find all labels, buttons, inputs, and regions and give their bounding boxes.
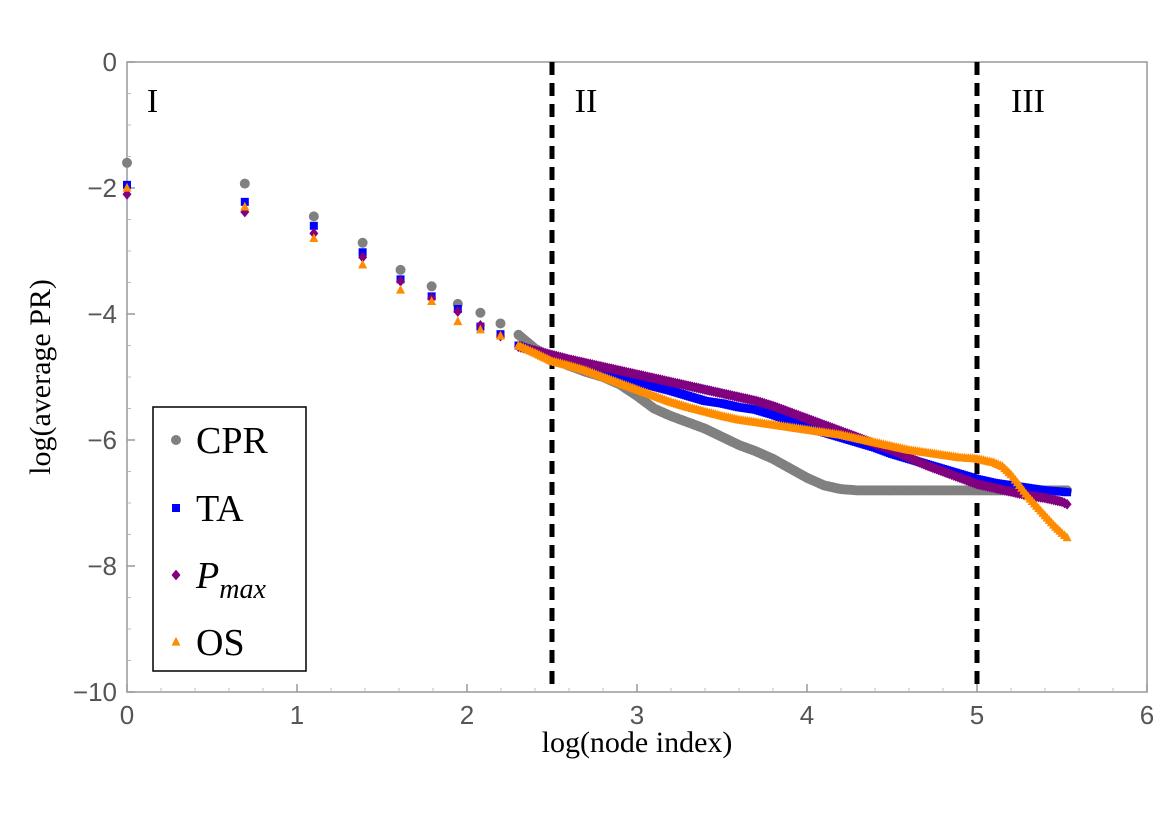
legend-marker-cpr: [171, 435, 181, 445]
data-point: [239, 178, 250, 189]
data-point: [427, 296, 437, 305]
data-point: [396, 284, 406, 294]
data-point: [122, 182, 132, 192]
region-label: I: [147, 83, 158, 120]
x-axis-title: log(node index): [542, 726, 733, 759]
y-axis-title: log(average PR): [24, 279, 57, 475]
legend-label-ta: TA: [196, 488, 244, 530]
data-point: [495, 318, 506, 329]
data-point: [357, 237, 368, 248]
data-point: [1063, 488, 1072, 497]
data-series: [122, 157, 1073, 542]
data-point: [122, 188, 132, 200]
legend-marker-p-max: [171, 569, 181, 581]
data-point: [240, 201, 250, 211]
legend: CPR TA Pmax OS: [152, 406, 307, 672]
region-dividers: [549, 62, 980, 692]
data-point: [358, 251, 368, 263]
region-labels: I II III: [147, 83, 1045, 120]
data-point: [308, 211, 319, 222]
x-tick-label: 3: [630, 700, 644, 730]
data-point: [1062, 532, 1072, 542]
data-point: [475, 307, 486, 318]
data-point: [309, 221, 318, 230]
data-point: [453, 316, 463, 326]
x-tick-label: 5: [970, 700, 984, 730]
x-tick-label: 4: [800, 700, 814, 730]
legend-label-pmax: Pmax: [195, 555, 266, 605]
data-point: [358, 259, 368, 269]
y-tick-label: −2: [87, 173, 117, 203]
y-tick-label: −10: [73, 677, 117, 707]
y-tick-label: −4: [87, 299, 117, 329]
legend-marker-os: [171, 636, 181, 646]
legend-label-cpr: CPR: [196, 420, 268, 462]
legend-box: [152, 406, 307, 672]
series-os: [122, 182, 1072, 542]
x-tick-label: 0: [120, 700, 134, 730]
y-tick-label: −8: [87, 551, 117, 581]
x-tick-label: 1: [290, 700, 304, 730]
data-point: [475, 324, 485, 334]
region-label: II: [575, 83, 598, 120]
x-tick-label: 2: [460, 700, 474, 730]
data-point: [426, 281, 437, 292]
y-tick-label: −6: [87, 425, 117, 455]
legend-label-os: OS: [196, 622, 245, 664]
legend-label-pmax-main: P: [195, 555, 219, 597]
data-point: [309, 233, 319, 242]
data-point: [495, 330, 505, 340]
data-point: [122, 157, 132, 168]
data-point: [396, 275, 406, 287]
x-tick-label: 6: [1140, 700, 1154, 730]
data-point: [240, 206, 250, 218]
data-point: [1062, 498, 1072, 510]
axis-ticks: 0 1 2 3 4 5 6 0 −2 −4 −6 −8 −10: [73, 47, 1154, 730]
region-label: III: [1011, 83, 1045, 120]
legend-markers: [171, 435, 181, 646]
legend-marker-ta: [172, 504, 180, 512]
legend-label-pmax-sub: max: [219, 574, 266, 605]
data-point: [453, 306, 463, 317]
y-tick-label: 0: [103, 47, 117, 77]
data-point: [395, 264, 406, 275]
